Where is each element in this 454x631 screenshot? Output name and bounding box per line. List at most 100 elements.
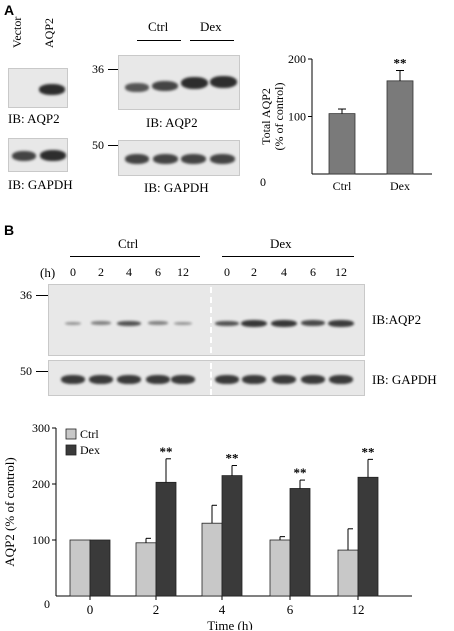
group-label-ctrl-a: Ctrl — [148, 19, 169, 34]
bar-ctrl — [201, 522, 223, 597]
ib-aqp2-label-b: IB:AQP2 — [372, 312, 422, 327]
band — [210, 154, 235, 164]
x-tick-label: Ctrl — [333, 179, 352, 193]
bar-dex — [386, 80, 414, 175]
band — [117, 375, 141, 384]
chart-aqp2-timecourse: 100 200 300 0 AQP2 (% of control) 0 2 4 6 12 Time … — [2, 421, 412, 630]
x-tick-label: Dex — [390, 179, 410, 193]
band — [215, 375, 239, 384]
blot-a-gapdh — [118, 140, 240, 176]
lane-label-aqp2: AQP2 — [42, 17, 56, 48]
ib-aqp2-label-small: IB: AQP2 — [8, 111, 60, 126]
marker-50-b: 50 — [20, 364, 32, 378]
band — [328, 319, 354, 327]
group-label-dex-a: Dex — [200, 19, 222, 34]
hours-label: (h) — [40, 265, 56, 280]
marker-tick — [108, 145, 118, 146]
legend-label-ctrl: Ctrl — [80, 427, 99, 441]
ib-gapdh-label-a: IB: GAPDH — [144, 180, 209, 195]
y-tick-label: 200 — [32, 477, 50, 491]
lane-hour-label: 0 — [70, 265, 76, 279]
blot-a-aqp2-small — [8, 68, 68, 108]
group-line-ctrl-a — [137, 40, 181, 41]
ib-aqp2-label-a: IB: AQP2 — [146, 115, 198, 130]
panel-a-letter: A — [4, 2, 15, 18]
band — [241, 319, 267, 327]
band — [125, 154, 149, 164]
y-tick-label: 200 — [288, 52, 306, 66]
significance-marker: ** — [294, 465, 307, 480]
band — [117, 320, 141, 326]
band — [301, 375, 325, 384]
band — [65, 321, 81, 325]
band — [181, 154, 206, 164]
marker-tick — [36, 295, 48, 296]
marker-tick — [108, 69, 118, 70]
lane-hour-label: 2 — [251, 265, 257, 279]
bar-dex — [357, 476, 379, 597]
lane-label-vector: Vector — [10, 16, 24, 48]
y-tick-label: 100 — [288, 110, 306, 124]
band — [91, 321, 111, 325]
marker-tick — [36, 371, 48, 372]
ib-gapdh-label-small: IB: GAPDH — [8, 177, 73, 192]
blot-a-aqp2 — [118, 55, 240, 110]
bar-ctrl — [69, 539, 91, 597]
marker-36-b: 36 — [20, 288, 32, 302]
x-tick-label: 0 — [87, 602, 94, 617]
band — [89, 375, 113, 384]
y-axis-label-line1: Total AQP2 — [259, 88, 273, 145]
band — [301, 320, 325, 326]
significance-marker: ** — [362, 444, 375, 459]
x-axis-label: Time (h) — [207, 618, 252, 630]
bar-ctrl — [337, 549, 359, 597]
group-line-dex-b — [222, 256, 354, 257]
blot-b-gapdh — [48, 360, 365, 396]
lane-hour-label: 0 — [224, 265, 230, 279]
band — [171, 375, 195, 384]
band — [61, 375, 85, 384]
bar-ctrl — [328, 113, 356, 175]
y-tick-label: 100 — [32, 533, 50, 547]
significance-marker: ** — [160, 444, 173, 459]
y-axis-label: AQP2 (% of control) — [2, 457, 17, 566]
band — [40, 150, 66, 161]
splice-divider — [210, 287, 212, 353]
lane-hour-label: 6 — [310, 265, 316, 279]
group-line-ctrl-b — [70, 256, 200, 257]
group-label-dex-b: Dex — [270, 236, 292, 251]
bar-dex — [289, 488, 311, 597]
panel-b-letter: B — [4, 222, 15, 238]
bar-ctrl — [269, 539, 291, 597]
bar-ctrl — [135, 542, 157, 597]
marker-36-a: 36 — [92, 62, 104, 76]
bar-dex — [89, 539, 111, 597]
x-tick-label: 4 — [219, 602, 226, 617]
band — [148, 321, 168, 325]
band — [215, 320, 239, 326]
legend-swatch-dex — [65, 444, 77, 456]
y-axis-label-line2: (% of control) — [272, 83, 286, 151]
blot-b-aqp2 — [48, 284, 365, 356]
band — [210, 76, 237, 88]
significance-marker: ** — [226, 451, 239, 466]
lane-hour-label: 12 — [177, 265, 189, 279]
origin-label: 0 — [44, 597, 50, 611]
band — [272, 375, 296, 384]
origin-label: 0 — [260, 175, 266, 189]
bar-dex — [221, 475, 243, 597]
x-tick-label: 12 — [352, 602, 365, 617]
band — [152, 81, 178, 91]
band — [125, 83, 149, 92]
band — [329, 375, 353, 384]
group-line-dex-a — [190, 40, 234, 41]
lane-hour-label: 6 — [155, 265, 161, 279]
marker-50-a: 50 — [92, 138, 104, 152]
y-tick-label: 300 — [32, 421, 50, 435]
band — [271, 319, 297, 327]
significance-marker: ** — [394, 56, 407, 71]
band — [39, 84, 65, 95]
bar-dex — [155, 481, 177, 597]
legend-label-dex: Dex — [80, 443, 100, 457]
band — [146, 375, 170, 384]
